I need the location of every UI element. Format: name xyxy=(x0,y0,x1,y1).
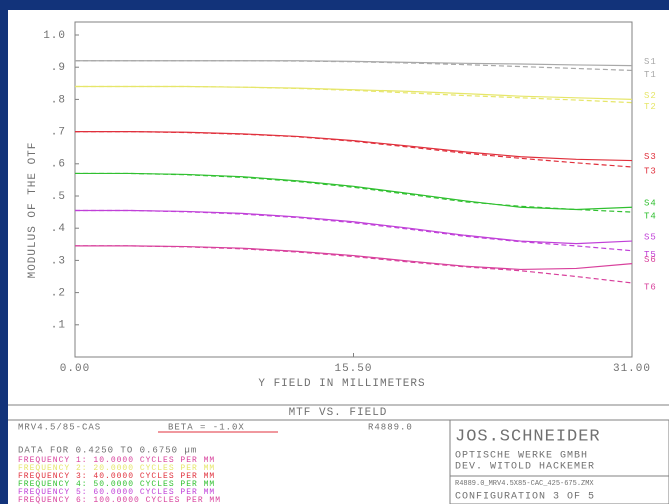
legend-label: T6 xyxy=(644,282,657,292)
frequency: FREQUENCY 1: 10.0000 CYCLES PER MM xyxy=(18,456,215,465)
reference: R4889.0 xyxy=(368,422,413,432)
y-tick-label: .5 xyxy=(51,191,66,203)
series-line xyxy=(75,172,633,213)
y-tick-label: .3 xyxy=(51,255,66,267)
legend-label: T2 xyxy=(644,102,657,112)
title-block xyxy=(449,419,669,504)
legend-label: S2 xyxy=(644,91,657,101)
file-name: R4889.0_MRV4.5X85-CAC_425-675.ZMX xyxy=(455,480,594,488)
y-tick-label: .9 xyxy=(51,62,66,74)
company: JOS.SCHNEIDER xyxy=(455,427,601,446)
legend-label: S4 xyxy=(644,199,657,209)
designer: DEV. WITOLD HACKEMER xyxy=(455,462,595,473)
panel xyxy=(8,10,669,504)
y-tick-label: .1 xyxy=(51,320,66,332)
legend-label: S1 xyxy=(644,57,657,67)
configuration: CONFIGURATION 3 OF 5 xyxy=(455,492,595,503)
frequency: FREQUENCY 2: 20.0000 CYCLES PER MM xyxy=(18,464,215,473)
series-line xyxy=(75,209,633,252)
legend-label: T3 xyxy=(644,166,657,176)
legend-label: T1 xyxy=(644,70,657,80)
y-tick-label: .4 xyxy=(51,223,66,235)
frequency: FREQUENCY 4: 50.0000 CYCLES PER MM xyxy=(18,480,215,489)
y-tick-label: 1.0 xyxy=(43,30,66,42)
x-tick-label: 0.00 xyxy=(60,363,90,375)
legend-label: S5 xyxy=(644,232,657,242)
x-tick-label: 15.50 xyxy=(334,363,372,375)
chart-title: MTF VS. FIELD xyxy=(289,407,388,419)
series-line xyxy=(75,131,633,168)
y-tick-label: .7 xyxy=(51,127,66,139)
beta: BETA = -1.0X xyxy=(168,422,245,432)
x-axis-label: Y FIELD IN MILLIMETERS xyxy=(258,378,425,390)
series-line xyxy=(75,85,633,104)
x-tick-label: 31.00 xyxy=(613,363,651,375)
company-sub: OPTISCHE WERKE GMBH xyxy=(455,451,588,462)
frequency: FREQUENCY 6: 100.0000 CYCLES PER MM xyxy=(18,496,221,504)
legend-label: S3 xyxy=(644,152,657,162)
legend-label: S6 xyxy=(644,255,657,265)
frequency: FREQUENCY 5: 60.0000 CYCLES PER MM xyxy=(18,488,215,497)
lens-name: MRV4.5/85-CAS xyxy=(18,422,101,432)
y-tick-label: .8 xyxy=(51,94,66,106)
data-range: DATA FOR 0.4250 TO 0.6750 µm xyxy=(18,445,197,455)
legend-label: T4 xyxy=(644,211,657,221)
series-line xyxy=(75,60,633,72)
series-line xyxy=(75,245,633,284)
y-axis-label: MODULUS OF THE OTF xyxy=(27,142,39,279)
frequency: FREQUENCY 3: 40.0000 CYCLES PER MM xyxy=(18,472,215,481)
y-tick-label: .2 xyxy=(51,288,66,300)
legend-label: T5 xyxy=(644,250,657,260)
y-tick-label: .6 xyxy=(51,159,66,171)
